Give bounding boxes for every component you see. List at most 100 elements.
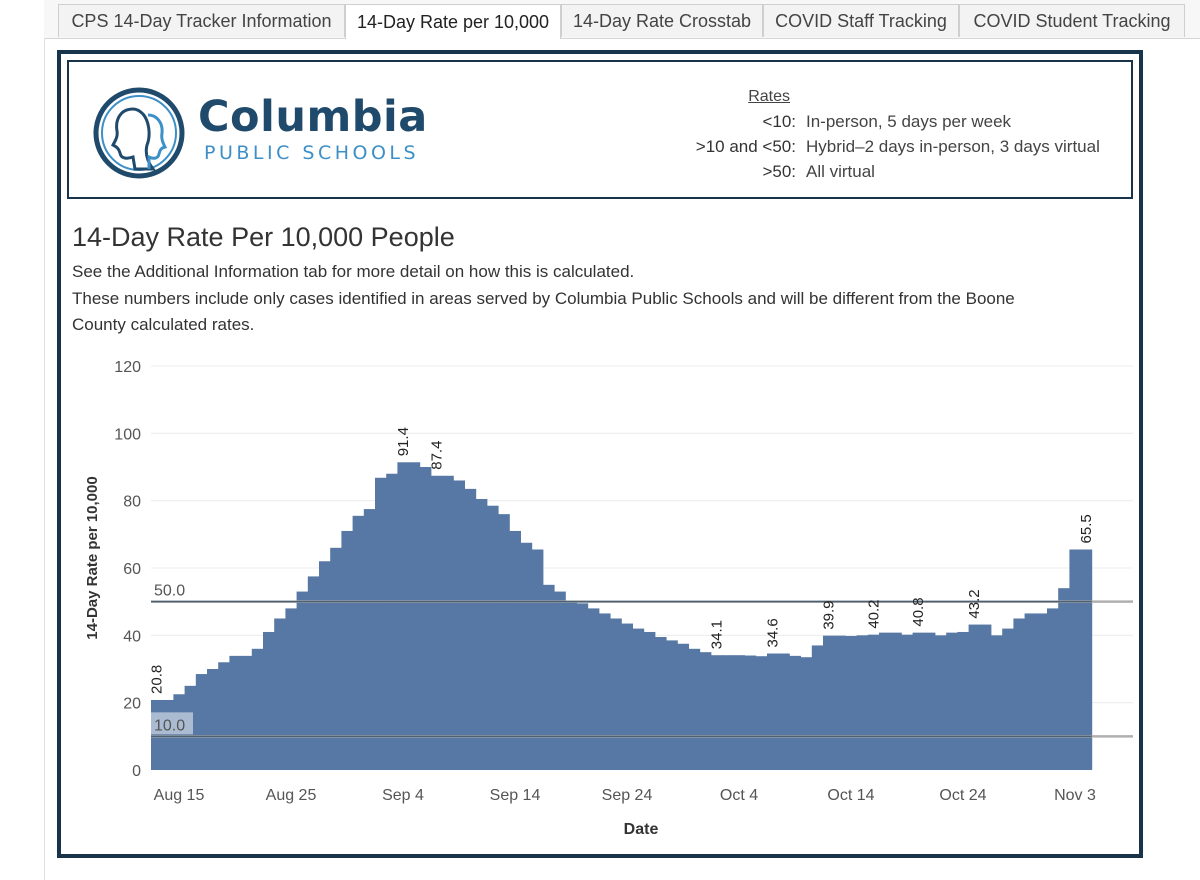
bar — [856, 635, 869, 770]
bar — [901, 634, 913, 770]
bar — [599, 613, 611, 770]
rate-row: >50: All virtual — [560, 162, 1120, 182]
bar — [319, 561, 331, 770]
bar — [655, 637, 667, 770]
chart-subtitle-line: County calculated rates. — [72, 315, 255, 334]
x-tick-label: Aug 25 — [266, 787, 317, 804]
chart-subtitle-line: See the Additional Information tab for m… — [72, 262, 635, 281]
data-label: 40.2 — [865, 599, 882, 628]
bar — [229, 655, 241, 770]
page-divider — [44, 38, 45, 880]
bar — [554, 591, 566, 770]
bar — [845, 636, 857, 770]
y-tick-label: 40 — [123, 628, 141, 645]
rate-desc: Hybrid–2 days in-person, 3 days virtual — [806, 137, 1100, 156]
chart-title: 14-Day Rate Per 10,000 People — [72, 222, 455, 252]
bar — [386, 473, 398, 770]
bar — [565, 601, 577, 770]
bar — [912, 632, 925, 770]
data-label: 20.8 — [149, 665, 166, 694]
bar — [330, 547, 342, 770]
x-tick-label: Aug 15 — [154, 787, 205, 804]
bar — [1035, 613, 1048, 770]
bar — [375, 477, 387, 770]
rate-key: >50: — [762, 162, 796, 181]
bar — [151, 699, 163, 770]
x-tick-label: Oct 4 — [720, 787, 758, 804]
bar — [509, 530, 521, 770]
y-tick-label: 0 — [132, 763, 141, 780]
bar — [531, 549, 544, 770]
bar — [621, 623, 633, 770]
tab-rate-crosstab[interactable]: 14-Day Rate Crosstab — [561, 4, 763, 37]
bar — [543, 584, 555, 770]
data-label: 91.4 — [395, 427, 412, 456]
data-label: 34.6 — [765, 618, 782, 647]
bar — [979, 624, 992, 770]
tab-tracker-information[interactable]: CPS 14-Day Tracker Information — [58, 4, 345, 37]
bar — [1002, 628, 1014, 770]
bar — [923, 632, 936, 770]
bar — [632, 628, 645, 770]
reference-label-bg — [151, 712, 193, 735]
bar — [487, 505, 499, 770]
bar — [498, 514, 510, 770]
tab-bar: CPS 14-Day Tracker Information 14-Day Ra… — [44, 0, 1200, 39]
tab-14-day-rate[interactable]: 14-Day Rate per 10,000 — [345, 4, 561, 39]
rate-row: >10 and <50: Hybrid–2 days in-person, 3 d… — [560, 137, 1120, 157]
rate-desc: In-person, 5 days per week — [806, 112, 1012, 131]
bar — [755, 656, 768, 770]
bar — [968, 624, 981, 770]
bar — [408, 462, 421, 770]
reference-line-label: 50.0 — [154, 583, 185, 600]
bar — [363, 509, 376, 770]
x-tick-label: Oct 24 — [939, 787, 986, 804]
bar — [1080, 549, 1093, 770]
header-panel — [67, 60, 1133, 199]
bar — [1013, 618, 1025, 770]
bar — [879, 632, 891, 770]
bar — [475, 498, 488, 770]
bar — [1024, 613, 1037, 770]
y-tick-label: 80 — [123, 494, 141, 511]
bar — [744, 655, 757, 770]
y-tick-label: 120 — [114, 359, 141, 376]
rate-key: >10 and <50: — [695, 137, 796, 156]
bar — [207, 669, 219, 770]
bar — [263, 631, 275, 770]
bar — [711, 655, 723, 770]
x-tick-label: Sep 14 — [490, 787, 541, 804]
bar — [296, 591, 309, 770]
bar — [811, 645, 824, 770]
x-tick-label: Sep 24 — [602, 787, 653, 804]
rate-desc: All virtual — [806, 162, 875, 181]
bar — [800, 657, 813, 770]
bar — [610, 618, 622, 770]
bar — [1058, 588, 1070, 770]
bar — [834, 635, 846, 770]
y-tick-label: 20 — [123, 696, 141, 713]
bar — [677, 643, 689, 770]
tab-staff-tracking[interactable]: COVID Staff Tracking — [763, 4, 959, 37]
rates-legend-title: Rates — [748, 88, 790, 105]
bar — [991, 635, 1003, 770]
bar — [307, 576, 320, 770]
columbia-logo-icon — [93, 87, 185, 179]
bar — [240, 655, 253, 770]
bar — [285, 608, 297, 770]
bar — [733, 655, 745, 770]
x-tick-label: Sep 4 — [382, 787, 424, 804]
bar — [935, 635, 947, 770]
bar — [789, 655, 801, 770]
bar — [778, 653, 790, 770]
data-label: 39.9 — [821, 600, 838, 629]
logo-wordmark: Columbia — [198, 92, 428, 142]
bar — [520, 542, 533, 770]
tab-student-tracking[interactable]: COVID Student Tracking — [959, 4, 1185, 37]
bar — [867, 634, 880, 770]
data-label: 87.4 — [429, 441, 446, 470]
bar — [218, 662, 230, 770]
y-axis-title: 14-Day Rate per 10,000 — [84, 476, 101, 639]
x-axis-title: Date — [624, 821, 659, 838]
